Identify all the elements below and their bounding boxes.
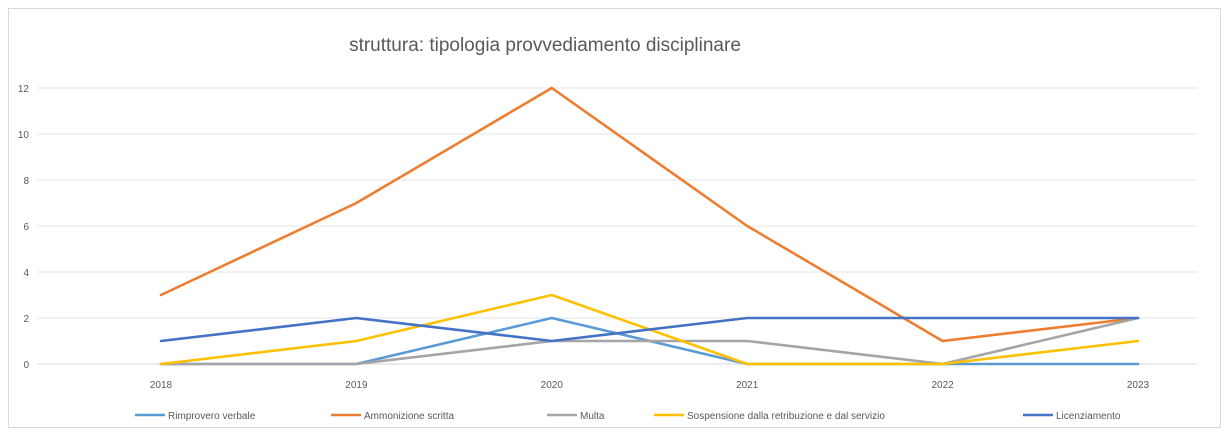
- x-tick-label: 2021: [736, 380, 759, 391]
- x-axis-tick-labels: 2018 2019 2020 2021 2022 2023: [150, 380, 1150, 391]
- series-line-5: [159, 316, 1140, 343]
- y-tick-label: 0: [23, 360, 29, 371]
- series-line-2: [159, 86, 1140, 343]
- series-lines: [159, 86, 1140, 366]
- legend-label: Rimprovero verbale: [168, 411, 256, 422]
- x-tick-label: 2019: [345, 380, 368, 391]
- series-line-3: [159, 316, 1140, 366]
- gridlines: [37, 87, 1197, 365]
- chart-title: struttura: tipologia provvediamento disc…: [349, 35, 741, 56]
- legend: Rimprovero verbale Ammonizione scritta Mul…: [135, 411, 1121, 422]
- line-chart: struttura: tipologia provvediamento disc…: [18, 35, 1197, 422]
- y-tick-label: 6: [23, 222, 29, 233]
- y-tick-label: 2: [23, 314, 29, 325]
- y-tick-label: 4: [23, 268, 29, 279]
- x-tick-label: 2018: [150, 380, 173, 391]
- y-tick-label: 10: [18, 130, 30, 141]
- chart-frame: struttura: tipologia provvediamento disc…: [8, 8, 1221, 428]
- legend-label: Sospensione dalla retribuzione e dal ser…: [687, 411, 885, 422]
- legend-label: Ammonizione scritta: [364, 411, 454, 422]
- x-tick-label: 2020: [541, 380, 564, 391]
- y-tick-label: 8: [23, 176, 29, 187]
- legend-label: Multa: [580, 411, 605, 422]
- y-tick-label: 12: [18, 84, 30, 95]
- y-axis-tick-labels: 0 2 4 6 8 10 12: [18, 84, 30, 371]
- legend-label: Licenziamento: [1056, 411, 1121, 422]
- x-tick-label: 2023: [1127, 380, 1150, 391]
- x-tick-label: 2022: [931, 380, 954, 391]
